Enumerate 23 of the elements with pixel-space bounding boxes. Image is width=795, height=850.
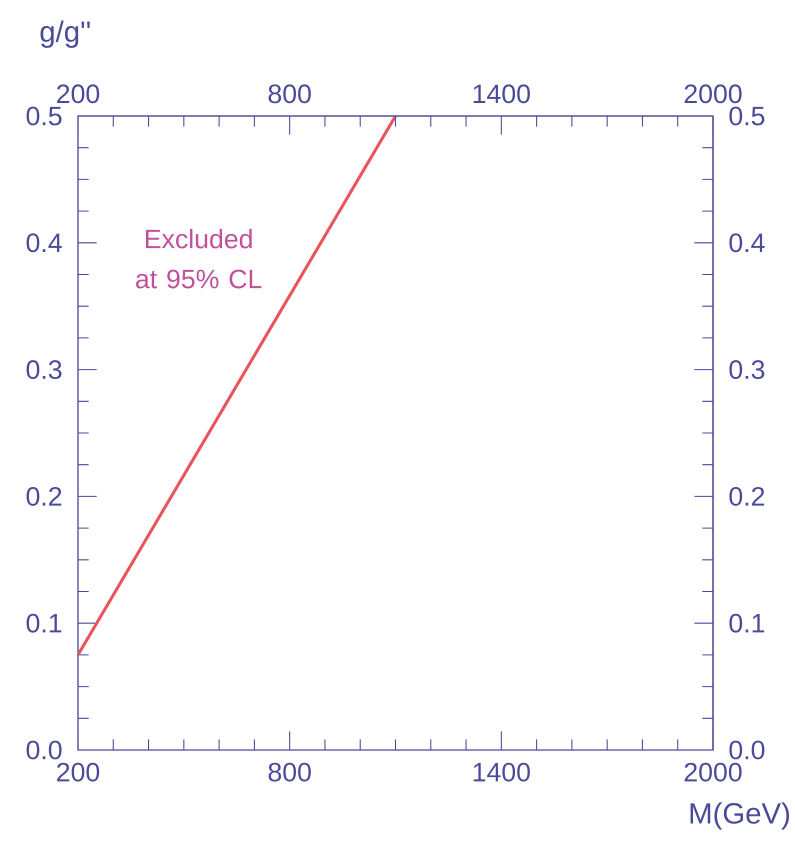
x-tick-label: 1400 bbox=[474, 762, 530, 782]
y-tick-label: 0.3 bbox=[26, 360, 62, 380]
x-tick-label: 200 bbox=[56, 762, 100, 782]
x2-tick-label: 1400 bbox=[474, 84, 530, 104]
y2-tick-label: 0.5 bbox=[729, 106, 764, 126]
x2-tick-label: 200 bbox=[56, 84, 100, 104]
x-axis-title: M(GeV) bbox=[690, 802, 789, 830]
y-tick-label: 0.4 bbox=[26, 233, 62, 252]
y-tick-label: 0.1 bbox=[26, 614, 62, 633]
y-tick-label: 0.5 bbox=[26, 106, 62, 126]
y2-tick-label: 0.2 bbox=[729, 486, 764, 506]
x2-tick-label: 800 bbox=[268, 84, 311, 104]
x-tick-label: 800 bbox=[268, 762, 311, 782]
y2-tick-label: 0.1 bbox=[729, 614, 764, 633]
x2-tick-label: 2000 bbox=[684, 84, 742, 104]
y-axis-title: g/g'' bbox=[40, 20, 90, 48]
y2-tick-label: 0.3 bbox=[729, 360, 764, 380]
y-tick-label: 0.0 bbox=[26, 740, 62, 760]
annotation: Excluded at 95% CL bbox=[136, 228, 262, 288]
y-tick-label: 0.2 bbox=[26, 486, 62, 506]
y2-tick-label: 0.0 bbox=[729, 740, 764, 760]
x-tick-label: 2000 bbox=[684, 762, 742, 782]
y2-tick-label: 0.4 bbox=[729, 233, 765, 252]
